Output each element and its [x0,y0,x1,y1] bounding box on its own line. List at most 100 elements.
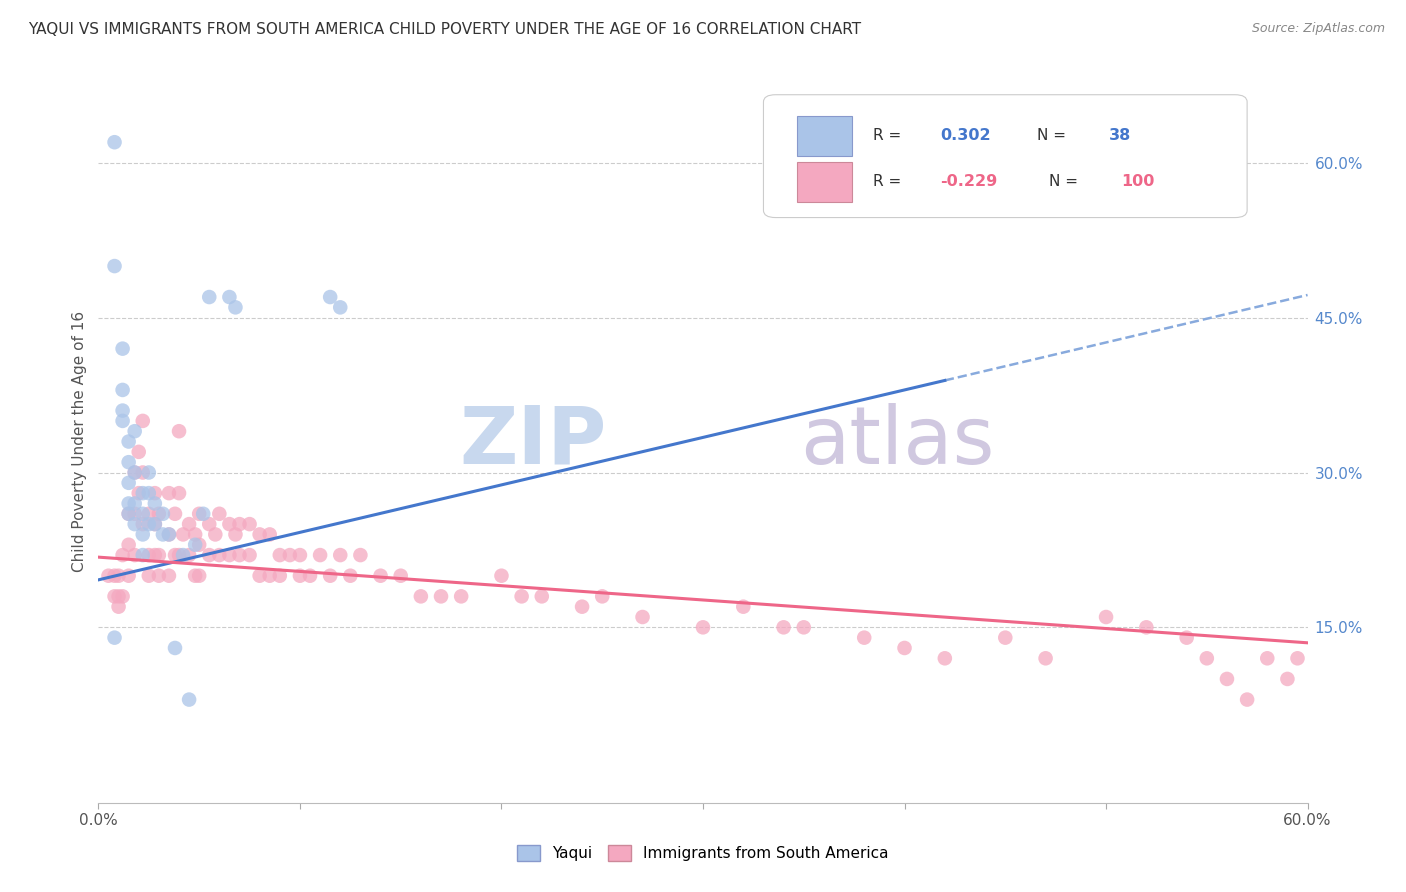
Text: -0.229: -0.229 [941,174,997,189]
FancyBboxPatch shape [797,117,852,156]
Point [167,486,190,500]
Point [1195,651,1218,665]
Point [218,517,240,532]
Point [143,486,166,500]
Point [184,527,207,541]
Point [172,527,194,541]
Point [228,548,250,562]
Point [167,424,190,438]
Point [148,568,170,582]
Point [124,507,146,521]
Point [143,496,166,510]
Point [124,466,146,480]
Point [179,692,201,706]
Point [132,548,155,562]
Point [288,548,311,562]
FancyBboxPatch shape [763,95,1247,218]
Point [319,290,342,304]
Text: 38: 38 [1109,128,1132,144]
Point [370,568,392,582]
Point [118,496,141,510]
Point [269,548,291,562]
Point [772,620,794,634]
Point [111,342,134,356]
Point [172,548,194,562]
Point [530,590,553,604]
Point [111,548,134,562]
Point [184,568,207,582]
Point [152,507,174,521]
Point [103,135,125,149]
Point [138,466,160,480]
Point [118,507,141,521]
Point [163,640,186,655]
Point [278,548,301,562]
Point [118,475,141,490]
Point [111,414,134,428]
Point [107,590,129,604]
Point [128,486,150,500]
Point [430,590,453,604]
Point [143,548,166,562]
Point [163,507,186,521]
Point [118,538,141,552]
Point [198,517,221,532]
Point [118,455,141,469]
Text: Source: ZipAtlas.com: Source: ZipAtlas.com [1251,22,1385,36]
Point [349,548,371,562]
Point [148,548,170,562]
Point [409,590,432,604]
Point [138,548,160,562]
Point [138,517,160,532]
Point [188,538,211,552]
Point [239,517,262,532]
Point [1135,620,1157,634]
Text: R =: R = [873,128,907,144]
Text: 0.302: 0.302 [941,128,991,144]
Point [163,548,186,562]
Point [1236,692,1258,706]
Point [138,486,160,500]
Point [339,568,361,582]
Point [1095,610,1118,624]
Point [853,631,876,645]
Point [138,568,160,582]
Point [1256,651,1278,665]
Legend: Yaqui, Immigrants from South America: Yaqui, Immigrants from South America [512,839,894,867]
Point [249,568,271,582]
Point [179,548,201,562]
Point [124,466,146,480]
Point [103,590,125,604]
Point [228,517,250,532]
Point [793,620,815,634]
Point [249,527,271,541]
Point [193,507,215,521]
Text: 100: 100 [1122,174,1154,189]
Point [157,568,180,582]
Point [179,517,201,532]
Point [218,290,240,304]
Point [510,590,533,604]
FancyBboxPatch shape [797,162,852,202]
Point [389,568,412,582]
Point [188,568,211,582]
Point [103,631,125,645]
Point [124,496,146,510]
Point [259,568,281,582]
Point [450,590,472,604]
Point [118,434,141,449]
Point [329,548,352,562]
Point [934,651,956,665]
Point [118,568,141,582]
Point [184,538,207,552]
Point [208,507,231,521]
Point [132,486,155,500]
Text: atlas: atlas [800,402,994,481]
Point [128,445,150,459]
Point [1035,651,1057,665]
Point [319,568,342,582]
Text: N =: N = [1049,174,1083,189]
Point [118,507,141,521]
Point [107,568,129,582]
Point [132,414,155,428]
